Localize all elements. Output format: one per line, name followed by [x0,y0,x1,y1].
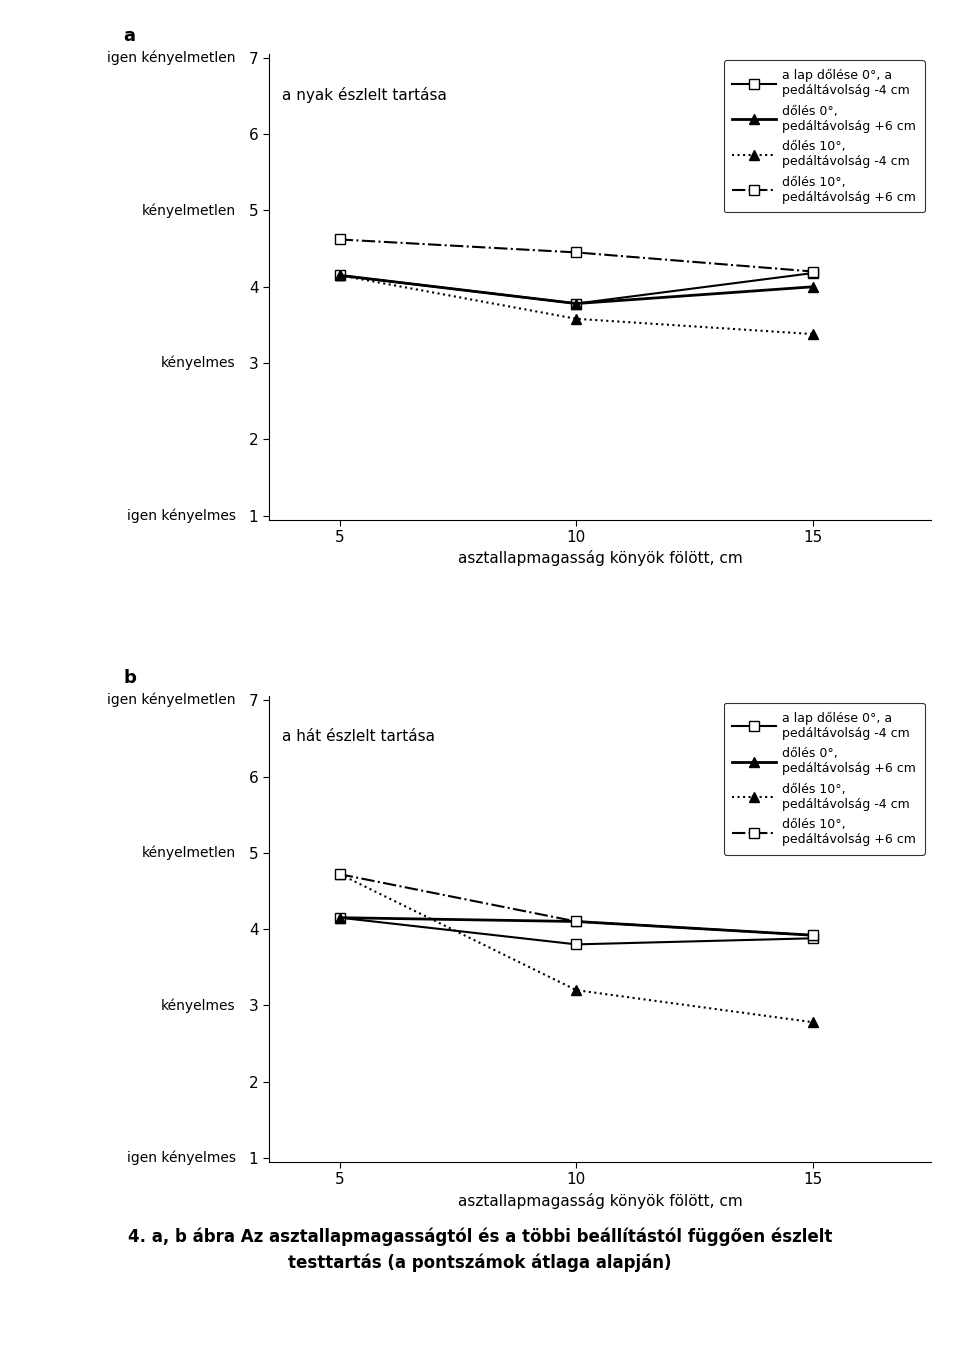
Text: igen kényelmetlen: igen kényelmetlen [108,50,236,65]
Text: a hát észlelt tartása: a hát észlelt tartása [282,730,435,744]
Text: kényelmes: kényelmes [161,355,236,370]
Legend: a lap dőlése 0°, a
pedáltávolság -4 cm, dőlés 0°,
pedáltávolság +6 cm, dőlés 10°: a lap dőlése 0°, a pedáltávolság -4 cm, … [724,61,924,212]
Text: igen kényelmes: igen kényelmes [127,1151,236,1166]
Text: kényelmetlen: kényelmetlen [141,846,236,861]
Text: igen kényelmetlen: igen kényelmetlen [108,693,236,708]
Text: b: b [123,669,136,688]
X-axis label: asztallapmagasság könyök fölött, cm: asztallapmagasság könyök fölött, cm [458,1193,742,1209]
Text: kényelmes: kényelmes [161,998,236,1013]
X-axis label: asztallapmagasság könyök fölött, cm: asztallapmagasság könyök fölött, cm [458,550,742,566]
Text: kényelmetlen: kényelmetlen [141,203,236,218]
Legend: a lap dőlése 0°, a
pedáltávolság -4 cm, dőlés 0°,
pedáltávolság +6 cm, dőlés 10°: a lap dőlése 0°, a pedáltávolság -4 cm, … [724,703,924,855]
Text: 4. a, b ábra Az asztallapmagasságtól és a többi beállítástól függően észlelt
tes: 4. a, b ábra Az asztallapmagasságtól és … [128,1228,832,1271]
Text: igen kényelmes: igen kényelmes [127,508,236,523]
Text: a: a [123,27,135,45]
Text: a nyak észlelt tartása: a nyak észlelt tartása [282,86,447,103]
